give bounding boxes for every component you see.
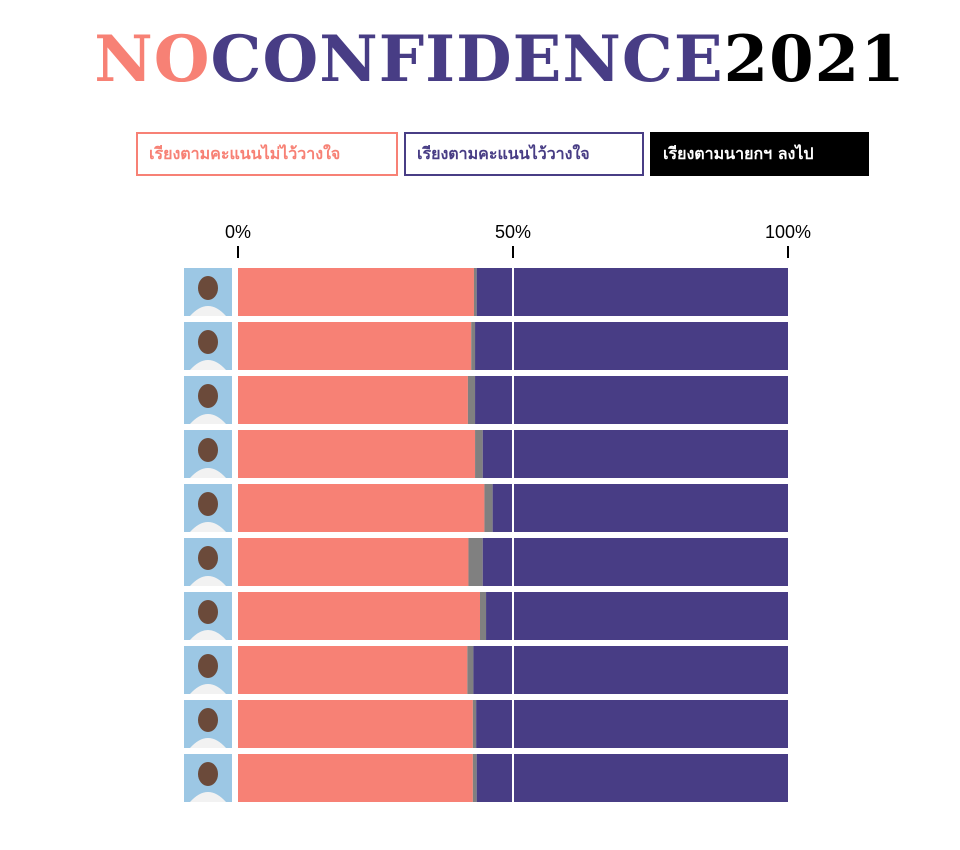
bar-segment-confidence xyxy=(475,322,788,370)
bar-segment-no-confidence xyxy=(238,484,485,532)
portrait-head-icon xyxy=(198,600,218,624)
bar-segment-abstain xyxy=(468,538,483,586)
bar-segment-abstain xyxy=(473,268,477,316)
portrait-uniform-icon xyxy=(190,684,226,694)
bar-segment-no-confidence xyxy=(238,538,469,586)
portrait-head-icon xyxy=(198,708,218,732)
x-tick-label: 0% xyxy=(225,222,251,242)
portrait-head-icon xyxy=(198,276,218,300)
bar-segment-confidence xyxy=(476,754,788,802)
portrait-uniform-icon xyxy=(190,738,226,748)
sort-by-no-confidence-button[interactable]: เรียงตามคะแนนไม่ไว้วางใจ xyxy=(136,132,398,176)
title-year: 2021 xyxy=(723,22,906,97)
bar-segment-confidence xyxy=(482,430,788,478)
bar-segment-no-confidence xyxy=(238,592,480,640)
portrait-uniform-icon xyxy=(190,792,226,802)
portrait-uniform-icon xyxy=(190,522,226,532)
portrait-uniform-icon xyxy=(190,306,226,316)
portrait-head-icon xyxy=(198,762,218,786)
sort-button-group: เรียงตามคะแนนไม่ไว้วางใจ เรียงตามคะแนนไว… xyxy=(136,132,869,176)
portrait-head-icon xyxy=(198,330,218,354)
bar-segment-abstain xyxy=(475,430,483,478)
sort-by-prime-minister-button[interactable]: เรียงตามนายกฯ ลงไป xyxy=(650,132,869,176)
bar-segment-no-confidence xyxy=(238,646,468,694)
bar-segment-no-confidence xyxy=(238,376,468,424)
bar-segment-no-confidence xyxy=(238,322,472,370)
title-no: NO xyxy=(94,22,211,97)
title-confidence: CONFIDENCE xyxy=(210,22,724,97)
bar-segment-confidence xyxy=(476,700,788,748)
portrait-uniform-icon xyxy=(190,630,226,640)
x-tick-label: 100% xyxy=(765,222,811,242)
portrait-head-icon xyxy=(198,384,218,408)
bar-segment-abstain xyxy=(472,754,477,802)
bar-segment-confidence xyxy=(475,376,788,424)
portrait-head-icon xyxy=(198,654,218,678)
bar-segment-abstain xyxy=(471,322,476,370)
bar-segment-confidence xyxy=(482,538,788,586)
bar-segment-confidence xyxy=(473,646,788,694)
bar-segment-no-confidence xyxy=(238,754,473,802)
bar-segment-no-confidence xyxy=(238,430,476,478)
portrait-uniform-icon xyxy=(190,414,226,424)
bar-segment-confidence xyxy=(476,268,788,316)
portrait-uniform-icon xyxy=(190,576,226,586)
bar-segment-confidence xyxy=(492,484,788,532)
page-title: NOCONFIDENCE2021 xyxy=(0,22,960,98)
portrait-uniform-icon xyxy=(190,468,226,478)
bar-segment-abstain xyxy=(472,700,477,748)
bar-segment-abstain xyxy=(467,646,474,694)
bar-segment-abstain xyxy=(480,592,487,640)
bar-segment-no-confidence xyxy=(238,268,474,316)
bar-segment-confidence xyxy=(486,592,788,640)
portrait-head-icon xyxy=(198,438,218,462)
bar-segment-abstain xyxy=(467,376,476,424)
portrait-head-icon xyxy=(198,492,218,516)
bar-segment-no-confidence xyxy=(238,700,473,748)
portrait-uniform-icon xyxy=(190,360,226,370)
portrait-head-icon xyxy=(198,546,218,570)
bar-segment-abstain xyxy=(484,484,493,532)
x-tick-label: 50% xyxy=(495,222,531,242)
sort-by-confidence-button[interactable]: เรียงตามคะแนนไว้วางใจ xyxy=(404,132,644,176)
